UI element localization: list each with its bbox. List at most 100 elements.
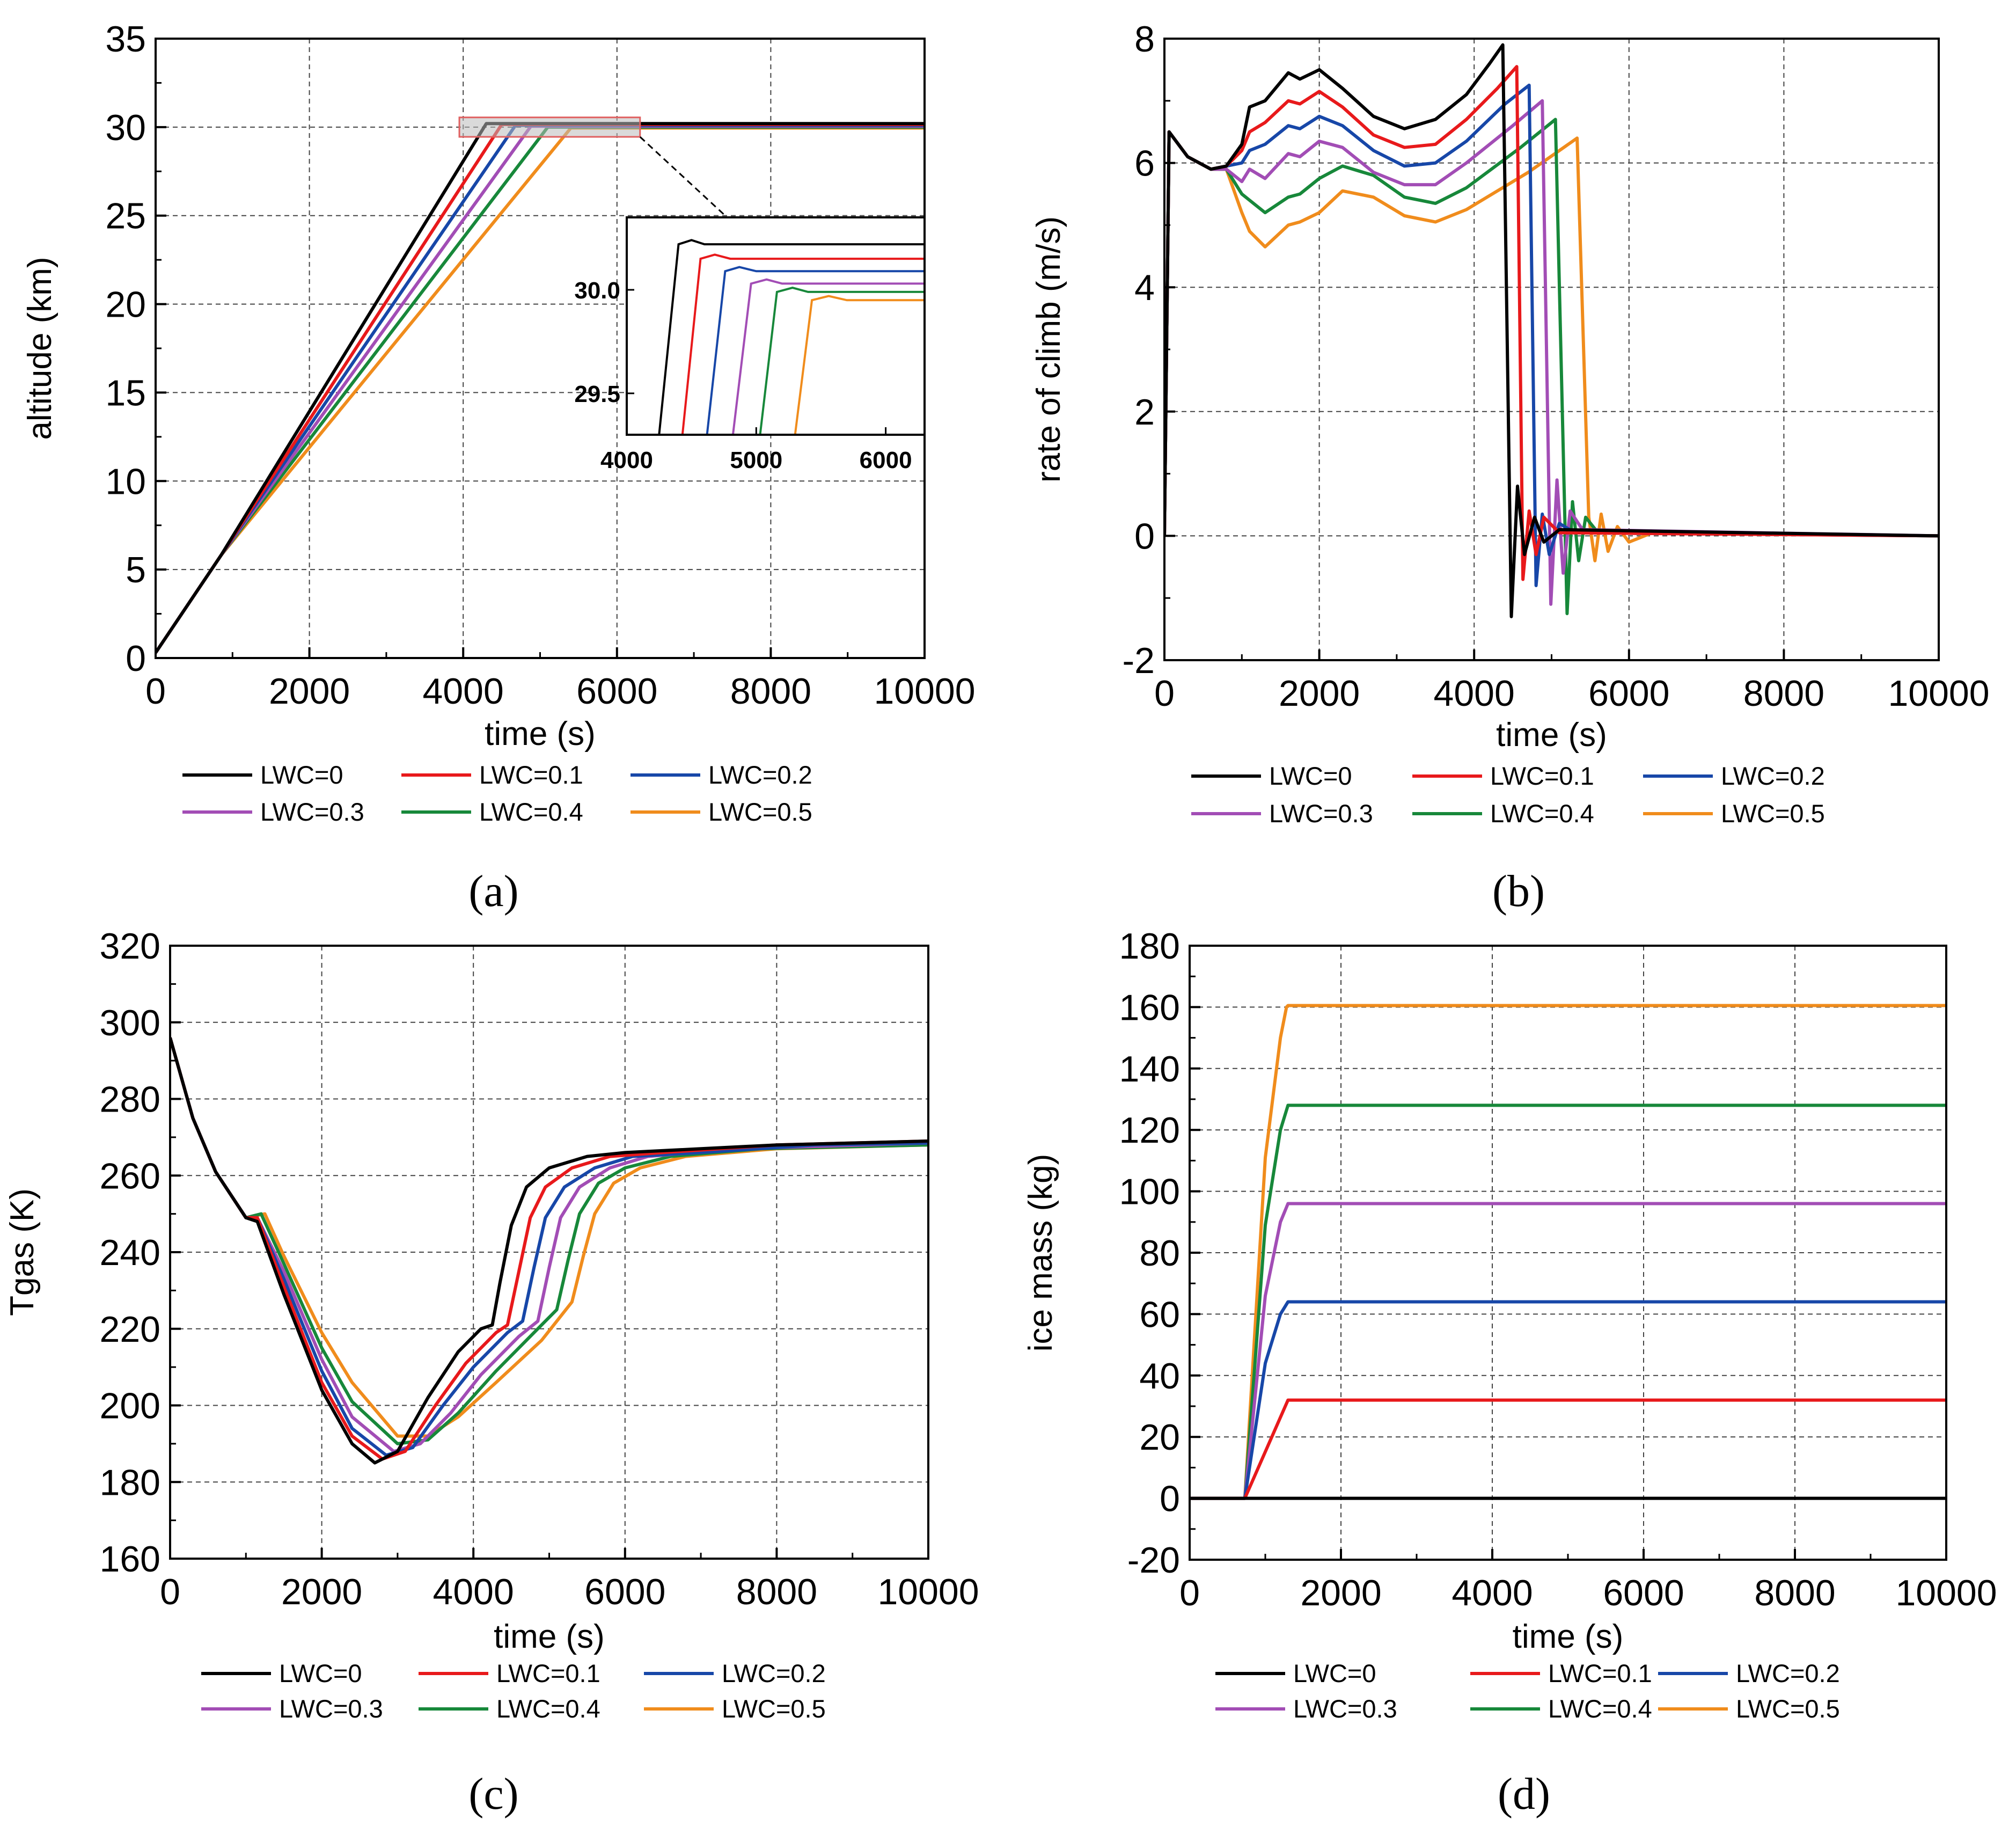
inset-line-LWC-0.3 <box>731 278 925 435</box>
y-tick-label: 160 <box>100 1539 160 1580</box>
y-tick-label: 120 <box>1119 1110 1180 1151</box>
axis-ticks: 0 2000 4000 6000 8000 10000 160 180 200 220 240 260… <box>100 926 979 1612</box>
x-tick-label: 4000 <box>1451 1573 1533 1613</box>
y-tick-label: 20 <box>105 284 146 325</box>
legend: LWC=0 LWC=0.1 LWC=0.2 LWC=0.3 LWC=0.4 LWC=0.5 <box>1191 762 1825 828</box>
x-tick-label: 4000 <box>423 671 504 712</box>
x-axis-label: time (s) <box>1513 1618 1624 1655</box>
panel-caption: (a) <box>468 866 518 916</box>
y-tick-label: 140 <box>1119 1049 1180 1090</box>
y-tick-label: 10 <box>105 461 146 502</box>
zoom-box <box>458 116 641 138</box>
series-lines <box>156 122 925 654</box>
legend: LWC=0 LWC=0.1 LWC=0.2 LWC=0.3 LWC=0.4 LWC=0.5 <box>182 761 812 826</box>
y-tick-label: 20 <box>1139 1417 1180 1458</box>
y-tick-label: 200 <box>100 1386 160 1427</box>
x-tick-label: 8000 <box>1754 1573 1835 1613</box>
y-tick-label: 25 <box>105 196 146 237</box>
x-tick-label: 6000 <box>576 671 657 712</box>
x-tick-label: 2000 <box>1300 1573 1381 1613</box>
y-axis-label: Tgas (K) <box>4 1188 41 1316</box>
x-tick-label: 10000 <box>877 1572 979 1612</box>
x-tick-label: 8000 <box>1743 673 1824 714</box>
y-tick-label: 220 <box>100 1309 160 1350</box>
inset-line-LWC-0.4 <box>759 287 925 435</box>
x-tick-label: 6000 <box>1588 673 1669 714</box>
series-lines <box>1190 1004 1946 1500</box>
legend-label: LWC=0.2 <box>1721 762 1825 790</box>
legend-label: LWC=0.2 <box>1736 1659 1840 1687</box>
legend-label: LWC=0.5 <box>722 1694 826 1723</box>
y-tick-label: 320 <box>100 926 160 967</box>
y-tick-label: 180 <box>100 1462 160 1503</box>
legend-label: LWC=0.4 <box>1490 799 1594 828</box>
series-line-LWC-0 <box>170 1037 928 1465</box>
y-tick-label: 0 <box>1160 1479 1180 1519</box>
legend-label: LWC=0.3 <box>260 798 364 826</box>
series-lines <box>170 1037 928 1465</box>
inset-x-tick-label: 5000 <box>730 447 782 473</box>
y-tick-label: 280 <box>100 1079 160 1120</box>
y-tick-label: 240 <box>100 1232 160 1273</box>
legend-label: LWC=0.3 <box>1269 799 1373 828</box>
x-tick-label: 2000 <box>1279 673 1360 714</box>
x-tick-label: 8000 <box>736 1572 817 1612</box>
legend-label: LWC=0.5 <box>1721 799 1825 828</box>
legend-label: LWC=0.5 <box>708 798 812 826</box>
x-axis-label: time (s) <box>485 715 596 752</box>
y-tick-label: 8 <box>1134 19 1155 60</box>
panel-d-ice-mass: 0 2000 4000 6000 8000 10000-20020406080100120… <box>1022 926 1997 1819</box>
inset-y-tick-label: 30.0 <box>574 277 620 304</box>
legend-label: LWC=0.1 <box>496 1659 600 1687</box>
inset-line-LWC-0.2 <box>706 266 925 435</box>
legend: LWC=0 LWC=0.1 LWC=0.2 LWC=0.3 LWC=0.4 LWC=0.5 <box>201 1659 826 1723</box>
panel-a-altitude: 0 2000 4000 6000 8000 10000 0 5 10 15 20 25 30 35 time… <box>21 19 976 916</box>
legend-label: LWC=0.4 <box>479 798 583 826</box>
y-tick-label: 300 <box>100 1003 160 1043</box>
y-tick-label: -2 <box>1123 640 1155 681</box>
x-tick-label: 10000 <box>874 671 975 712</box>
panel-caption: (d) <box>1498 1769 1550 1819</box>
axis-ticks: 0 2000 4000 6000 8000 10000-20020406080100120… <box>1119 926 1997 1613</box>
series-line-LWC-0 <box>156 122 925 654</box>
y-tick-label: 180 <box>1119 926 1180 967</box>
panel-caption: (c) <box>468 1769 518 1819</box>
y-tick-label: 160 <box>1119 987 1180 1028</box>
legend-label: LWC=0.3 <box>279 1694 383 1723</box>
legend-label: LWC=0.4 <box>1548 1694 1652 1723</box>
inset-background <box>627 217 925 435</box>
series-line-LWC-0.1 <box>170 1037 928 1461</box>
x-tick-label: 0 <box>1154 673 1175 714</box>
y-tick-label: -20 <box>1127 1540 1180 1581</box>
y-tick-label: 2 <box>1134 392 1155 433</box>
inset-line-LWC-0.5 <box>794 295 925 435</box>
inset-x-tick-label: 4000 <box>600 447 653 473</box>
y-tick-label: 4 <box>1134 267 1155 308</box>
x-tick-label: 2000 <box>269 671 350 712</box>
inset-frame <box>626 216 926 436</box>
x-tick-label: 6000 <box>584 1572 665 1612</box>
zoom-connector <box>639 136 728 218</box>
legend-label: LWC=0 <box>279 1659 362 1687</box>
panel-caption: (b) <box>1492 866 1545 916</box>
legend-label: LWC=0.2 <box>722 1659 826 1687</box>
y-tick-label: 30 <box>105 107 146 148</box>
inset-y-tick-label: 29.5 <box>574 381 620 407</box>
legend-label: LWC=0.4 <box>496 1694 600 1723</box>
x-tick-label: 2000 <box>281 1572 362 1612</box>
y-axis-label: altitude (km) <box>21 257 58 440</box>
x-tick-label: 6000 <box>1603 1573 1684 1613</box>
y-tick-label: 0 <box>1134 516 1155 557</box>
legend-label: LWC=0.3 <box>1293 1694 1397 1723</box>
y-tick-label: 6 <box>1134 143 1155 184</box>
legend-label: LWC=0 <box>260 761 343 789</box>
x-tick-label: 0 <box>1179 1573 1200 1613</box>
legend-label: LWC=0.2 <box>708 761 812 789</box>
x-axis-label: time (s) <box>494 1618 605 1655</box>
x-tick-label: 0 <box>145 671 166 712</box>
y-tick-label: 15 <box>105 372 146 413</box>
